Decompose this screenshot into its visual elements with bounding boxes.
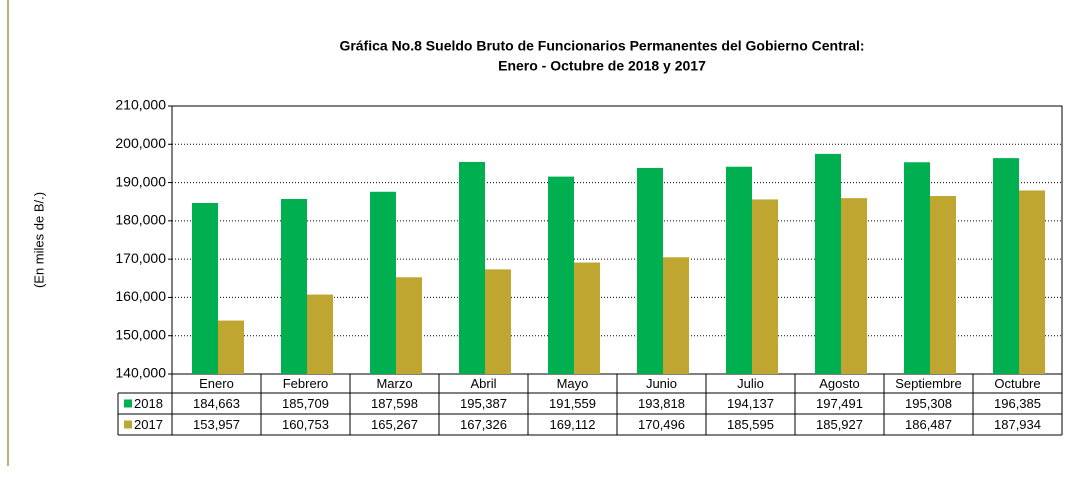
- x-tick-label: Febrero: [283, 376, 329, 391]
- legend-swatch: [124, 420, 132, 429]
- bar: [637, 167, 663, 374]
- value-label: 197,491: [816, 396, 863, 411]
- bar: [726, 166, 752, 374]
- value-label: 187,934: [994, 417, 1041, 432]
- bar: [752, 199, 778, 374]
- x-tick-label: Enero: [199, 376, 234, 391]
- value-label: 153,957: [193, 417, 240, 432]
- bar: [574, 262, 600, 374]
- value-label: 186,487: [905, 417, 952, 432]
- x-tick-label: Octubre: [994, 376, 1040, 391]
- value-label: 185,927: [816, 417, 863, 432]
- x-tick-label: Abril: [470, 376, 496, 391]
- x-tick-label: Agosto: [819, 376, 859, 391]
- legend-label: 2018: [134, 396, 163, 411]
- chart-subtitle: Enero - Octubre de 2018 y 2017: [498, 58, 706, 74]
- value-label: 185,595: [727, 417, 774, 432]
- value-label: 167,326: [460, 417, 507, 432]
- value-label: 191,559: [549, 396, 596, 411]
- y-tick-label: 160,000: [115, 288, 166, 304]
- bar: [663, 257, 689, 374]
- y-tick-label: 180,000: [115, 212, 166, 228]
- bar: [1019, 190, 1045, 374]
- x-tick-label: Mayo: [557, 376, 589, 391]
- value-label: 187,598: [371, 396, 418, 411]
- value-label: 184,663: [193, 396, 240, 411]
- bar: [904, 162, 930, 374]
- bar: [307, 294, 333, 374]
- value-label: 194,137: [727, 396, 774, 411]
- y-tick-label: 140,000: [115, 365, 166, 381]
- bar: [370, 191, 396, 374]
- value-label: 170,496: [638, 417, 685, 432]
- x-tick-label: Marzo: [376, 376, 412, 391]
- bar: [218, 320, 244, 374]
- y-tick-label: 200,000: [115, 135, 166, 151]
- bar: [281, 198, 307, 374]
- bar: [815, 153, 841, 374]
- y-tick-label: 170,000: [115, 250, 166, 266]
- bar: [396, 277, 422, 374]
- x-tick-label: Junio: [646, 376, 677, 391]
- bar: [930, 196, 956, 374]
- value-label: 165,267: [371, 417, 418, 432]
- value-label: 169,112: [549, 417, 595, 432]
- legend-swatch: [124, 399, 132, 408]
- bar: [485, 269, 511, 374]
- bar: [993, 158, 1019, 374]
- bar: [841, 198, 867, 374]
- legend-label: 2017: [134, 417, 163, 432]
- value-label: 160,753: [282, 417, 329, 432]
- value-label: 196,385: [994, 396, 1041, 411]
- x-tick-label: Julio: [737, 376, 764, 391]
- y-axis-label: (En miles de B/.): [31, 192, 46, 288]
- value-label: 185,709: [282, 396, 329, 411]
- value-label: 193,818: [638, 396, 685, 411]
- x-tick-label: Septiembre: [895, 376, 961, 391]
- y-tick-label: 190,000: [115, 173, 166, 189]
- value-label: 195,387: [460, 396, 507, 411]
- y-tick-label: 150,000: [115, 326, 166, 342]
- bar: [192, 203, 218, 374]
- value-label: 195,308: [905, 396, 952, 411]
- bar: [459, 161, 485, 374]
- y-tick-label: 210,000: [115, 97, 166, 113]
- chart-title: Gráfica No.8 Sueldo Bruto de Funcionario…: [339, 38, 864, 54]
- bar: [548, 176, 574, 374]
